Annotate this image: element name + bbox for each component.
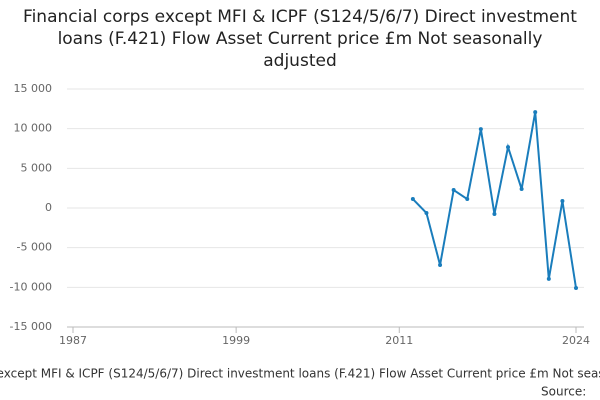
source: Source: (541, 385, 586, 399)
data-point (424, 210, 429, 215)
data-point (574, 285, 578, 290)
data-point (465, 197, 470, 202)
x-tick-label: 2011 (385, 334, 413, 347)
data-point (519, 187, 524, 192)
series-line (412, 111, 577, 289)
y-tick-label: 15 000 (14, 82, 53, 95)
data-point (478, 127, 483, 132)
data-point (492, 212, 497, 217)
data-point (533, 110, 538, 115)
y-tick-label: -10 000 (10, 280, 52, 293)
data-point (560, 199, 565, 204)
y-tick-label: -15 000 (10, 320, 52, 333)
y-tick-label: 10 000 (14, 122, 53, 135)
x-tick-label: 1999 (222, 334, 250, 347)
x-tick-label: 1987 (59, 334, 87, 347)
data-point (438, 262, 443, 267)
data-point (506, 145, 511, 150)
x-axis-label: Financial corps except MFI & ICPF (S124/… (0, 367, 600, 381)
data-point (410, 197, 415, 202)
x-tick-label: 2024 (562, 334, 590, 347)
data-point (546, 276, 551, 281)
y-tick-label: 0 (45, 201, 52, 214)
y-tick-label: -5 000 (17, 241, 52, 254)
data-point (451, 187, 456, 192)
chart-title: Financial corps except MFI & ICPF (S124/… (23, 7, 577, 71)
y-tick-label: 5 000 (21, 161, 53, 174)
